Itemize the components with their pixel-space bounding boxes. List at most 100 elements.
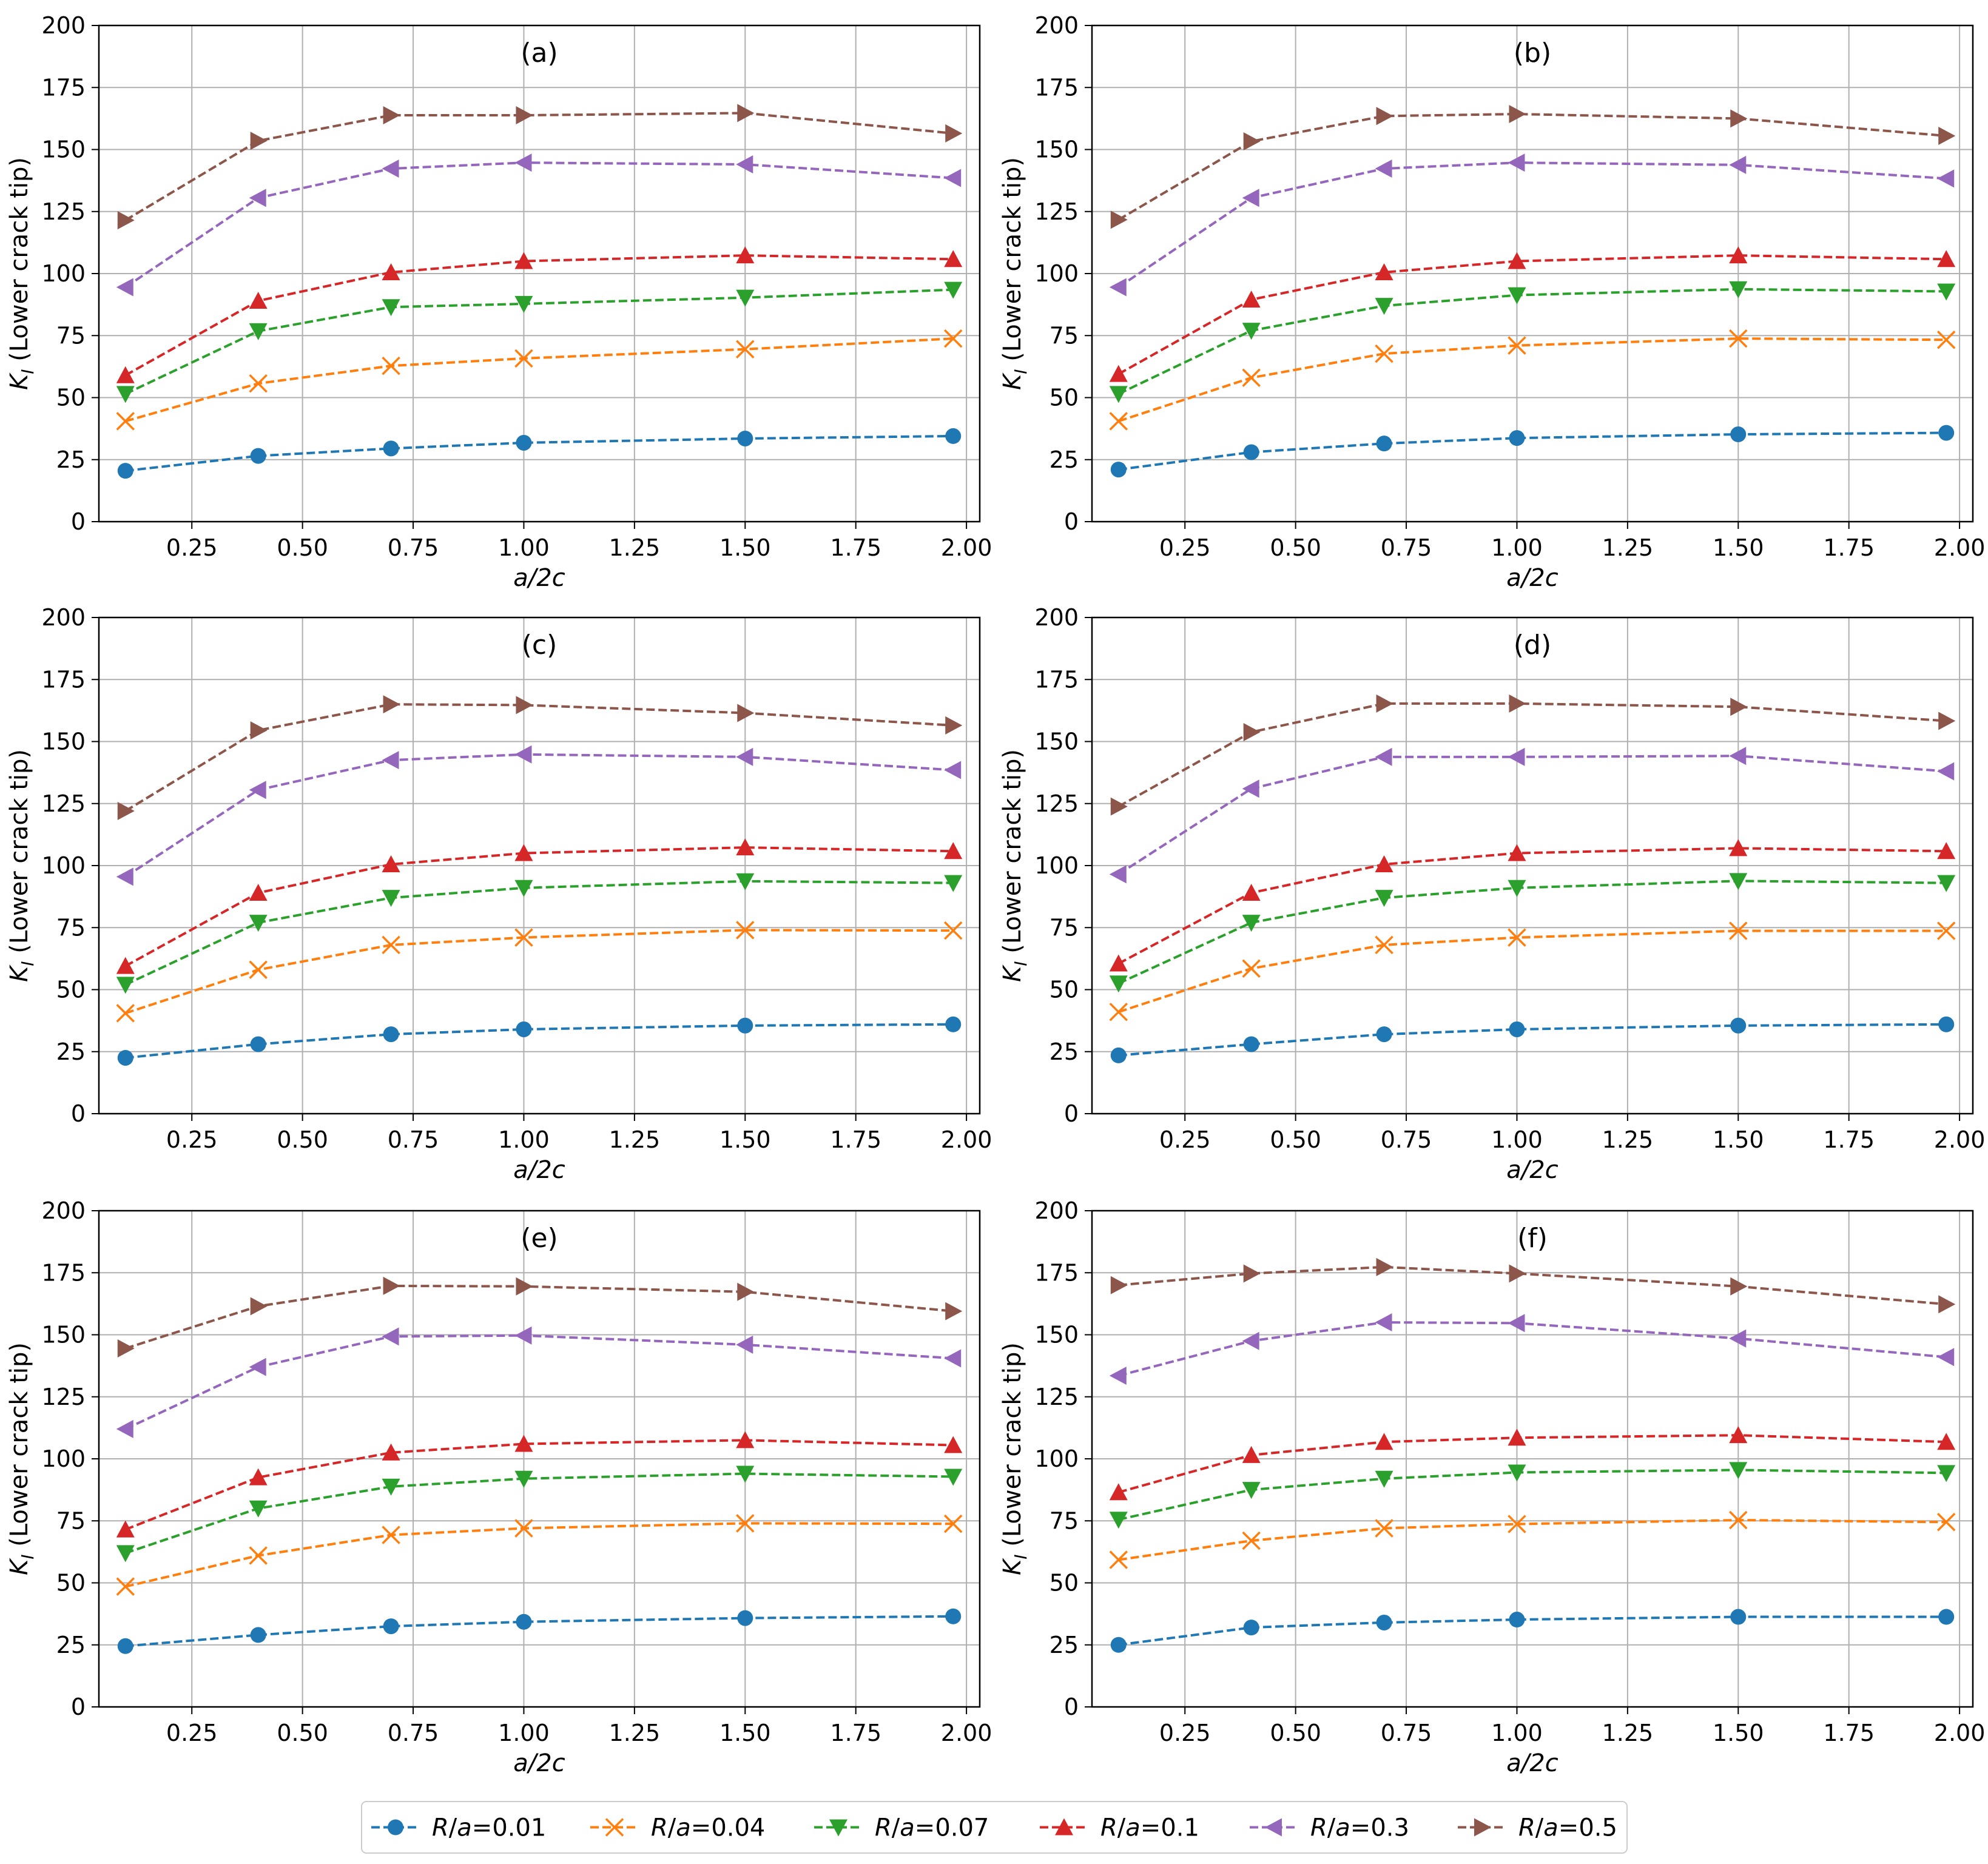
legend-item: R/a=0.01 (371, 1814, 546, 1842)
series-line (124, 1334, 954, 1430)
series-line (1118, 1321, 1947, 1377)
data-point (514, 1435, 533, 1452)
data-point (1508, 287, 1526, 304)
x-tick-label: 0.75 (1381, 1126, 1432, 1153)
y-axis-label: KI (Lower crack tip) (999, 749, 1031, 982)
data-point (1109, 954, 1128, 972)
x-tick-label: 0.25 (1159, 534, 1211, 561)
x-axis-label: a/2c (513, 1749, 565, 1777)
data-point (737, 704, 755, 722)
data-point (1937, 875, 1956, 892)
series-line (124, 703, 954, 812)
data-point (1729, 155, 1747, 174)
series-line (1117, 847, 1947, 965)
data-point (736, 747, 753, 766)
series-r-a-0-1 (1109, 1426, 1956, 1501)
series-r-a-0-1 (116, 838, 963, 974)
y-tick-label: 125 (41, 1384, 86, 1410)
series-r-a-0-5 (117, 695, 963, 821)
y-tick-label: 200 (1034, 12, 1079, 39)
x-tick-label: 1.75 (830, 1720, 881, 1746)
data-point (1375, 1433, 1393, 1450)
data-point (944, 1469, 963, 1486)
data-point (1508, 336, 1526, 355)
x-axis-label: a/2c (1506, 1749, 1558, 1777)
data-point (250, 448, 266, 464)
y-tick-label: 200 (1034, 1197, 1079, 1224)
x-tick-label: 0.75 (388, 1720, 439, 1746)
series-r-a-0-5 (117, 104, 963, 230)
y-tick-label: 100 (1034, 1445, 1079, 1472)
data-point (516, 696, 533, 715)
series-r-a-0-04 (1109, 1510, 1956, 1569)
series-line (1117, 161, 1947, 289)
data-point (1938, 1295, 1956, 1314)
data-point (382, 1526, 400, 1544)
y-tick-label: 25 (56, 446, 86, 473)
y-tick-label: 175 (41, 666, 86, 693)
series-line (124, 112, 954, 221)
y-tick-label: 50 (1050, 977, 1079, 1003)
series-line (125, 434, 954, 473)
legend-item: R/a=0.5 (1458, 1814, 1617, 1842)
y-tick-label: 125 (41, 790, 86, 817)
data-point (1109, 1366, 1127, 1385)
data-point (249, 883, 268, 901)
data-point (516, 1277, 533, 1296)
series-line (1117, 254, 1947, 375)
series-r-a-0-04 (116, 329, 963, 431)
legend-marker (1055, 1818, 1073, 1835)
data-point (945, 1016, 962, 1032)
x-tick-label: 1.25 (1602, 1720, 1654, 1746)
data-point (250, 1036, 266, 1052)
data-point (1937, 283, 1956, 301)
series-line (125, 1522, 954, 1588)
data-point (382, 855, 400, 872)
y-tick-label: 75 (1050, 1507, 1079, 1534)
data-point (1730, 1609, 1747, 1625)
data-point (116, 957, 135, 974)
legend-label: R/a=0.1 (1100, 1814, 1199, 1842)
data-point (736, 838, 755, 856)
data-point (1109, 1512, 1128, 1529)
data-point (1375, 1470, 1393, 1488)
data-point (1242, 368, 1261, 388)
series-line (1118, 1519, 1947, 1561)
x-tick-label: 1.50 (1713, 1126, 1764, 1153)
data-point (382, 751, 399, 770)
y-tick-label: 25 (56, 1038, 86, 1065)
series-line (1117, 702, 1947, 808)
legend-label: R/a=0.07 (875, 1814, 989, 1842)
data-point (736, 1514, 755, 1533)
data-point (516, 434, 532, 451)
data-point (516, 1021, 532, 1037)
data-point (1936, 921, 1956, 940)
data-point (1110, 1276, 1128, 1294)
y-tick-label: 175 (1034, 1259, 1079, 1286)
data-point (1109, 386, 1128, 403)
data-point (1242, 883, 1261, 901)
x-tick-label: 0.25 (1159, 1126, 1211, 1153)
data-point (1508, 880, 1526, 897)
x-tick-label: 0.25 (166, 1720, 218, 1746)
legend-label: R/a=0.5 (1518, 1814, 1617, 1842)
y-tick-label: 150 (1034, 728, 1079, 755)
data-point (1242, 290, 1261, 308)
data-point (382, 159, 399, 178)
data-point (514, 1470, 533, 1488)
y-axis-label: KI (Lower crack tip) (999, 1342, 1031, 1575)
data-point (1375, 855, 1393, 872)
y-tick-label: 175 (41, 74, 86, 101)
data-point (1729, 1510, 1748, 1530)
x-tick-label: 0.50 (277, 534, 328, 561)
y-tick-label: 50 (56, 977, 86, 1003)
x-tick-label: 0.75 (388, 534, 439, 561)
y-tick-label: 0 (71, 1694, 86, 1720)
data-point (1243, 1036, 1259, 1052)
data-point (1242, 1445, 1261, 1463)
series-r-a-0-01 (1110, 1016, 1955, 1063)
y-tick-label: 75 (1050, 322, 1079, 349)
data-point (1729, 1329, 1747, 1348)
data-point (1376, 694, 1393, 713)
data-point (1375, 935, 1393, 955)
